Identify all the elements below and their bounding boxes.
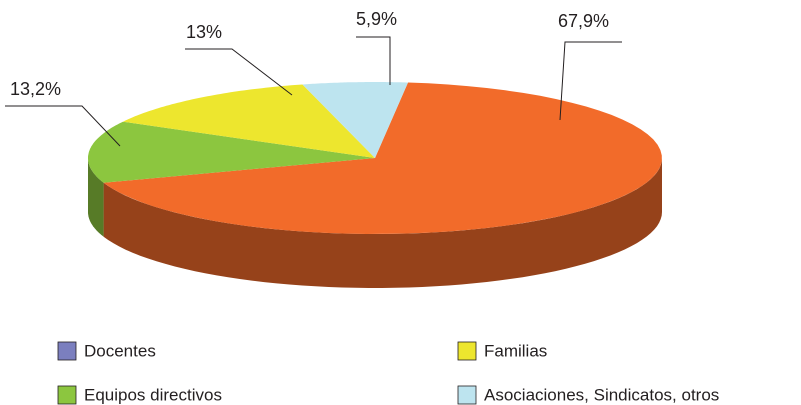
value-label: 13% bbox=[186, 22, 222, 42]
value-label: 5,9% bbox=[356, 9, 397, 29]
legend-swatch bbox=[457, 385, 477, 405]
legend-label: Docentes bbox=[84, 341, 156, 360]
legend-label: Equipos directivos bbox=[84, 385, 222, 404]
legend-label: Asociaciones, Sindicatos, otros bbox=[484, 385, 719, 404]
leader-line bbox=[185, 48, 293, 96]
leader-line bbox=[5, 105, 121, 147]
pie-slice bbox=[103, 82, 662, 234]
leader-line bbox=[356, 36, 391, 85]
legend-swatch bbox=[57, 341, 77, 361]
legend-label: Familias bbox=[484, 341, 547, 360]
pie-slice bbox=[88, 121, 375, 183]
pie-slice bbox=[302, 82, 408, 158]
legend-swatch bbox=[57, 385, 77, 405]
legend: Docentes Equipos directivos Familias Asocia… bbox=[57, 341, 719, 405]
pie-side bbox=[88, 158, 104, 237]
leader-line bbox=[559, 41, 622, 121]
value-label: 13,2% bbox=[10, 79, 61, 99]
pie-side bbox=[103, 158, 663, 288]
pie-slice bbox=[122, 84, 376, 158]
value-label: 67,9% bbox=[558, 11, 609, 31]
legend-swatch bbox=[457, 341, 477, 361]
